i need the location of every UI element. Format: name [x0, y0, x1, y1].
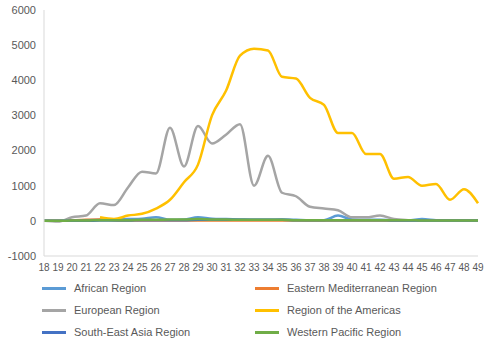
svg-text:44: 44: [402, 262, 414, 273]
svg-text:41: 41: [360, 262, 372, 273]
svg-text:48: 48: [458, 262, 470, 273]
svg-text:30: 30: [206, 262, 218, 273]
svg-text:18: 18: [38, 262, 50, 273]
svg-text:27: 27: [164, 262, 176, 273]
svg-text:4000: 4000: [12, 74, 36, 86]
svg-text:35: 35: [276, 262, 288, 273]
svg-text:49: 49: [472, 262, 482, 273]
svg-text:31: 31: [220, 262, 232, 273]
svg-text:37: 37: [304, 262, 316, 273]
svg-text:29: 29: [192, 262, 204, 273]
svg-text:32: 32: [234, 262, 246, 273]
svg-text:21: 21: [80, 262, 92, 273]
svg-text:20: 20: [66, 262, 78, 273]
svg-text:6000: 6000: [12, 4, 36, 16]
svg-text:3000: 3000: [12, 109, 36, 121]
html-text:European Region: European Region: [74, 304, 160, 316]
svg-text:42: 42: [374, 262, 386, 273]
svg-text:5000: 5000: [12, 39, 36, 51]
svg-text:19: 19: [52, 262, 64, 273]
svg-text:22: 22: [94, 262, 106, 273]
svg-text:43: 43: [388, 262, 400, 273]
svg-text:36: 36: [290, 262, 302, 273]
html-text:African Region: African Region: [74, 282, 147, 294]
html-text:Western Pacific Region: Western Pacific Region: [287, 326, 402, 338]
svg-text:47: 47: [444, 262, 456, 273]
svg-text:0: 0: [30, 215, 36, 227]
svg-text:33: 33: [248, 262, 260, 273]
svg-text:24: 24: [122, 262, 134, 273]
svg-text:1000: 1000: [12, 180, 36, 192]
svg-text:40: 40: [346, 262, 358, 273]
svg-text:28: 28: [178, 262, 190, 273]
svg-text:34: 34: [262, 262, 274, 273]
svg-text:38: 38: [318, 262, 330, 273]
svg-text:25: 25: [136, 262, 148, 273]
svg-text:2000: 2000: [12, 144, 36, 156]
html-text:South-East Asia Region: South-East Asia Region: [74, 326, 191, 338]
svg-text:23: 23: [108, 262, 120, 273]
svg-text:46: 46: [430, 262, 442, 273]
svg-text:45: 45: [416, 262, 428, 273]
svg-text:39: 39: [332, 262, 344, 273]
html-text:Region of the Americas: Region of the Americas: [287, 304, 401, 316]
svg-text:26: 26: [150, 262, 162, 273]
html-text:Eastern Mediterranean Region: Eastern Mediterranean Region: [287, 282, 437, 294]
svg-text:-1000: -1000: [8, 250, 36, 262]
